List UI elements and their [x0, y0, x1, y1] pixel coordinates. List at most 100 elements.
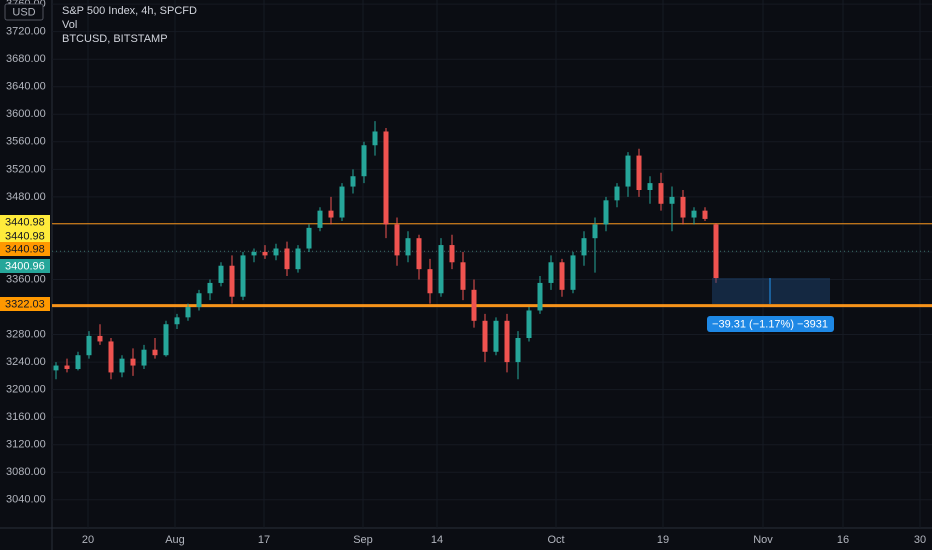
candle-body — [339, 186, 345, 218]
measure-label: −39.31 (−1.17%) −3931 — [712, 318, 828, 330]
y-tick-label: 3560.00 — [6, 136, 46, 148]
x-tick-label: 30 — [914, 534, 926, 546]
candle-body — [163, 324, 169, 356]
candle-body — [504, 320, 510, 363]
candle-body — [108, 341, 114, 373]
x-tick-label: 17 — [258, 534, 270, 546]
candle-body — [537, 282, 543, 311]
y-tick-label: 3480.00 — [6, 191, 46, 203]
candle-body — [581, 238, 587, 256]
candle-body — [592, 224, 598, 239]
candle-body — [614, 186, 620, 201]
candle-body — [306, 227, 312, 249]
candle-body — [559, 262, 565, 290]
candle-body — [515, 338, 521, 363]
candle-body — [119, 358, 125, 373]
candle-body — [284, 248, 290, 270]
candle-body — [130, 358, 136, 366]
candle-body — [97, 335, 103, 342]
candle-body — [372, 131, 378, 146]
candle-body — [141, 349, 147, 366]
candle-body — [350, 176, 356, 187]
candle-body — [383, 131, 389, 225]
candle-body — [669, 196, 675, 204]
series-legend: BTCUSD, BITSTAMP — [62, 33, 168, 45]
measure-box — [712, 278, 830, 304]
candle-body — [53, 365, 59, 371]
candle-body — [86, 335, 92, 356]
x-tick-label: 20 — [82, 534, 94, 546]
price-tag-bg — [0, 242, 50, 256]
x-tick-label: 19 — [657, 534, 669, 546]
x-tick-label: Aug — [165, 534, 185, 546]
candle-body — [240, 255, 246, 297]
currency[interactable]: USD — [12, 6, 35, 18]
candle-body — [185, 307, 191, 318]
candle-body — [196, 293, 202, 308]
candle-body — [317, 210, 323, 228]
candle-body — [449, 245, 455, 263]
candle-body — [603, 200, 609, 225]
candle-body — [526, 310, 532, 339]
candle-body — [207, 282, 213, 294]
candle-body — [570, 255, 576, 290]
candle-body — [394, 224, 400, 256]
candle-body — [636, 155, 642, 190]
candle-body — [361, 145, 367, 177]
y-tick-label: 3600.00 — [6, 108, 46, 120]
price-tag-bg — [0, 229, 50, 243]
candle-body — [680, 196, 686, 218]
y-tick-label: 3680.00 — [6, 53, 46, 65]
y-tick-label: 3040.00 — [6, 494, 46, 506]
y-tick-label: 3520.00 — [6, 163, 46, 175]
y-tick-label: 3120.00 — [6, 439, 46, 451]
candle-body — [548, 262, 554, 283]
price-tag: 3440.98 — [5, 243, 45, 255]
candle-body — [152, 349, 158, 356]
candle-body — [427, 269, 433, 294]
candle-body — [262, 251, 268, 256]
candle-body — [416, 238, 422, 270]
candle-body — [218, 265, 224, 283]
candle-body — [295, 248, 301, 270]
candle-body — [713, 224, 719, 279]
candle-body — [328, 210, 334, 218]
measure-label-bg — [707, 316, 834, 332]
x-tick-label: Nov — [753, 534, 773, 546]
candle-body — [174, 317, 180, 325]
chart-title: S&P 500 Index, 4h, SPCFD — [62, 5, 197, 17]
candle-body — [482, 320, 488, 352]
y-tick-label: 3200.00 — [6, 384, 46, 396]
y-tick-label: 3160.00 — [6, 411, 46, 423]
grid — [52, 0, 932, 528]
price-tag-bg — [0, 215, 50, 229]
price-tag: 3322.03 — [5, 298, 45, 310]
candle-body — [438, 245, 444, 294]
price-tag: 3440.98 — [5, 216, 45, 228]
x-tick-label: Sep — [353, 534, 373, 546]
candle-body — [273, 248, 279, 256]
y-tick-label: 3720.00 — [6, 26, 46, 38]
candle-body — [702, 210, 708, 219]
y-tick-label: 3240.00 — [6, 356, 46, 368]
x-tick-label: 14 — [431, 534, 443, 546]
price-tag: 3400.96 — [5, 260, 45, 272]
candle-body — [64, 365, 70, 369]
candle-body — [625, 155, 631, 187]
candle-body — [229, 265, 235, 297]
candle-body — [405, 238, 411, 256]
plot — [52, 121, 932, 380]
candle-body — [493, 320, 499, 352]
price-tag: 3440.98 — [5, 230, 45, 242]
y-tick-label: 3280.00 — [6, 328, 46, 340]
candle-body — [75, 355, 81, 369]
candle-body — [647, 183, 653, 190]
y-tick-label: 3640.00 — [6, 81, 46, 93]
price-tag-bg — [0, 259, 50, 273]
currency-button[interactable] — [4, 3, 44, 21]
y-tick-label: 3080.00 — [6, 466, 46, 478]
